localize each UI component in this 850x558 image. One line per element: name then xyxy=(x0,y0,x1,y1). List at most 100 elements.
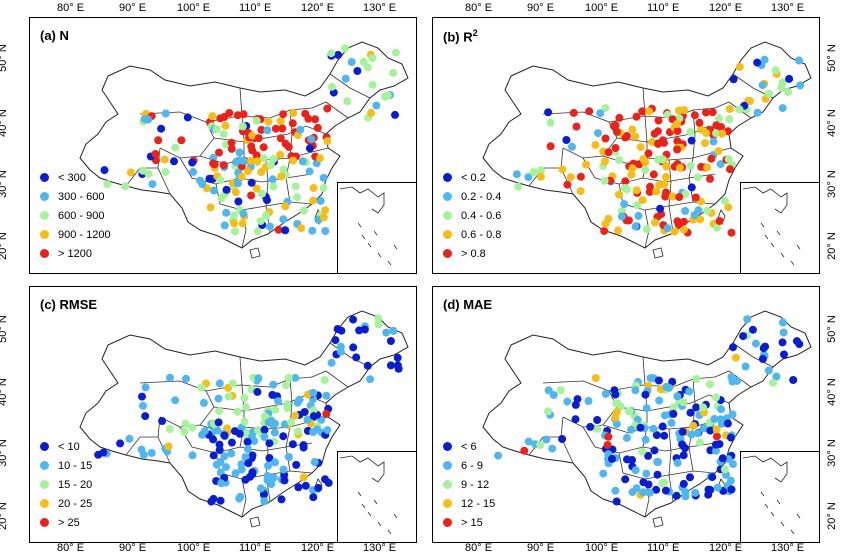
station-marker xyxy=(391,48,400,57)
station-marker xyxy=(270,428,279,437)
station-marker xyxy=(279,465,288,474)
legend-label: > 1200 xyxy=(58,247,92,260)
station-marker xyxy=(271,458,279,467)
station-marker xyxy=(668,192,677,201)
station-marker xyxy=(712,121,721,130)
legend-label: > 15 xyxy=(461,516,483,529)
map-canvas xyxy=(79,310,409,528)
station-marker xyxy=(389,68,398,77)
station-marker xyxy=(367,108,376,117)
south-china-sea-inset xyxy=(740,451,819,542)
station-marker xyxy=(639,488,648,497)
station-marker xyxy=(735,62,744,71)
station-marker xyxy=(258,189,266,198)
lat-tick: 30° N xyxy=(825,170,838,198)
station-marker xyxy=(343,97,352,106)
station-marker xyxy=(703,206,712,215)
station-marker xyxy=(291,182,300,191)
inset-dash-line xyxy=(357,491,362,497)
station-marker xyxy=(260,412,269,421)
station-marker xyxy=(214,394,223,403)
inset-dash-line xyxy=(790,529,795,535)
island-outline xyxy=(652,247,664,259)
station-marker xyxy=(215,446,224,454)
station-marker xyxy=(260,433,269,441)
province-boundary xyxy=(311,370,349,388)
legend-label: 0.4 - 0.6 xyxy=(461,209,502,222)
station-marker xyxy=(566,173,575,182)
legend-swatch xyxy=(443,249,452,258)
station-marker xyxy=(624,407,633,416)
lat-tick: 40° N xyxy=(0,109,9,137)
station-marker xyxy=(546,118,555,127)
lon-tick: 110° E xyxy=(647,542,680,554)
station-marker xyxy=(267,416,276,425)
station-marker xyxy=(182,374,190,383)
station-marker xyxy=(244,167,252,176)
station-marker xyxy=(217,194,226,203)
station-marker xyxy=(161,109,170,118)
station-marker xyxy=(158,417,167,425)
station-marker xyxy=(141,412,150,421)
station-marker xyxy=(612,399,621,408)
inset-dash-line xyxy=(373,499,378,505)
station-marker xyxy=(283,404,292,413)
map-canvas xyxy=(482,310,812,528)
station-marker xyxy=(636,423,645,432)
legend-entry: 600 - 900 xyxy=(40,206,111,225)
station-marker xyxy=(341,74,350,83)
station-marker xyxy=(638,447,647,456)
station-marker xyxy=(649,424,658,433)
station-marker xyxy=(593,424,602,433)
station-marker xyxy=(214,418,223,427)
station-marker xyxy=(544,108,553,117)
station-marker xyxy=(705,380,714,389)
station-marker xyxy=(778,338,787,347)
station-marker xyxy=(634,211,643,220)
station-marker xyxy=(237,172,246,181)
legend-entry: 20 - 25 xyxy=(40,494,92,513)
lon-tick: 130° E xyxy=(363,542,397,554)
station-marker xyxy=(715,114,723,123)
inset-dash-line xyxy=(361,234,366,240)
station-marker xyxy=(287,418,296,427)
lon-tick: 110° E xyxy=(647,2,680,14)
lon-tick: 110° E xyxy=(239,2,272,14)
south-china-sea-inset xyxy=(740,182,819,273)
station-marker xyxy=(291,411,300,420)
station-marker xyxy=(653,127,662,136)
station-marker xyxy=(281,202,290,211)
station-marker xyxy=(716,160,725,169)
station-marker xyxy=(725,105,734,113)
station-marker xyxy=(681,488,690,497)
inset-dash-line xyxy=(796,244,801,250)
station-marker xyxy=(359,57,368,66)
station-marker xyxy=(313,425,322,434)
legend-swatch xyxy=(443,173,452,182)
station-marker xyxy=(215,407,224,416)
station-marker xyxy=(393,361,402,370)
lat-tick: 40° N xyxy=(0,378,9,406)
station-marker xyxy=(713,223,721,232)
station-marker xyxy=(274,397,283,406)
station-marker xyxy=(601,134,610,143)
station-marker xyxy=(680,106,689,115)
station-marker xyxy=(562,136,571,144)
map-canvas xyxy=(482,41,812,259)
legend-label: > 0.8 xyxy=(461,247,486,260)
lon-tick: 100° E xyxy=(177,2,211,14)
station-marker xyxy=(718,129,727,138)
station-marker xyxy=(601,104,610,113)
legend-swatch xyxy=(443,499,452,508)
station-marker xyxy=(269,380,278,389)
station-marker xyxy=(687,183,696,192)
lon-tick: 100° E xyxy=(177,542,211,554)
station-marker xyxy=(181,419,190,428)
station-marker xyxy=(741,362,750,371)
lon-tick: 80° E xyxy=(57,2,85,14)
station-marker xyxy=(727,485,736,494)
station-marker xyxy=(100,166,109,175)
province-boundary xyxy=(528,436,561,456)
station-marker xyxy=(759,344,768,353)
station-marker xyxy=(654,116,663,125)
